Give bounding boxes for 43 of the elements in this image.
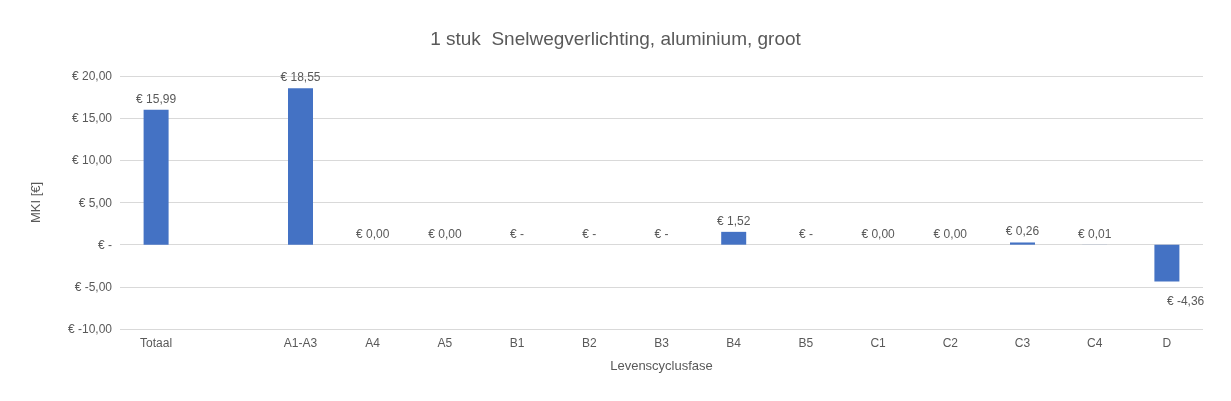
x-tick-label: B5 (798, 336, 814, 350)
data-label: € - (510, 226, 525, 241)
data-label: € - (798, 226, 813, 241)
data-label: € 0,26 (1005, 224, 1040, 239)
bar (1154, 244, 1180, 282)
y-tick-label: € -10,00 (67, 322, 113, 336)
data-label: € 0,00 (356, 226, 390, 241)
y-tick-label: € 5,00 (78, 195, 113, 210)
data-label: € 0,00 (861, 226, 896, 241)
data-label: € 1,52 (717, 213, 751, 228)
x-tick-label: C1 (870, 336, 887, 350)
x-tick-label: B4 (726, 336, 742, 350)
data-label: € 0,00 (428, 226, 462, 241)
x-axis-title: Levenscyclusfase (610, 358, 713, 373)
x-tick-label: B3 (654, 336, 670, 350)
x-tick-label: A5 (437, 336, 453, 350)
data-label: € 15,99 (136, 91, 177, 106)
data-label: € 0,00 (933, 226, 968, 241)
data-label: € 0,01 (1078, 226, 1112, 241)
bar (143, 109, 169, 245)
bar (288, 88, 313, 245)
x-tick-label: Totaal (140, 336, 173, 350)
chart-title: 1 stuk Snelwegverlichting, aluminium, groot (430, 28, 802, 49)
y-tick-label: € -5,00 (74, 279, 113, 294)
data-label: € - (582, 226, 597, 241)
data-label: € - (654, 226, 669, 241)
x-tick-label: A1-A3 (283, 336, 318, 350)
y-axis-title: MKI [€] (28, 181, 43, 224)
bar (1010, 242, 1035, 245)
x-tick-label: C2 (942, 336, 959, 350)
y-tick-label: € 10,00 (71, 153, 113, 168)
x-tick-label: A4 (365, 336, 381, 350)
x-tick-label: C3 (1014, 336, 1031, 350)
x-tick-label: B2 (581, 336, 597, 350)
y-tick-label: € 15,00 (71, 111, 113, 126)
x-tick-label: D (1162, 336, 1172, 350)
x-tick-label: B1 (509, 336, 525, 350)
y-tick-label: € - (97, 237, 112, 252)
bar (721, 231, 747, 245)
data-label: € -4,36 (1166, 294, 1205, 309)
x-tick-label: C4 (1087, 336, 1103, 350)
y-tick-label: € 20,00 (71, 69, 113, 83)
data-label: € 18,55 (280, 70, 321, 85)
